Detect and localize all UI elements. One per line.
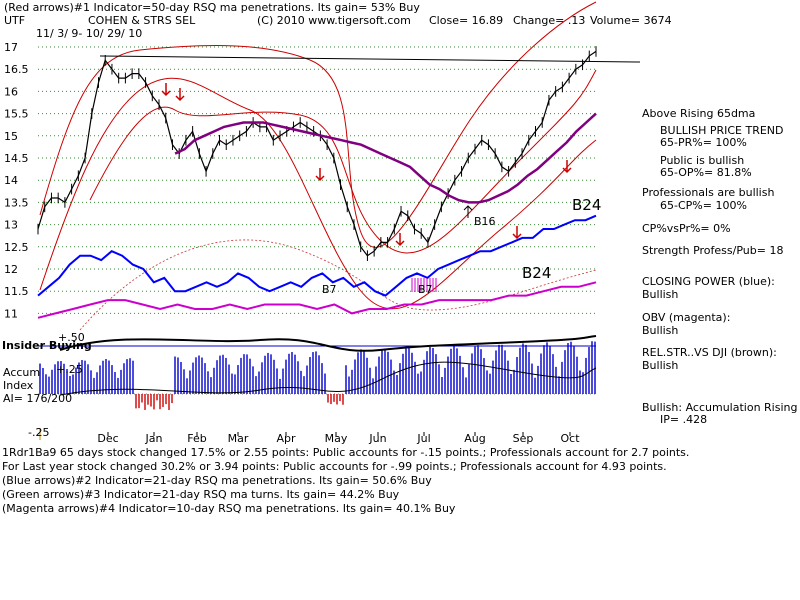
b7-annotation-b: B7 xyxy=(418,283,433,296)
side-above-65dma: Above Rising 65dma xyxy=(642,107,756,120)
lower-band xyxy=(39,77,597,310)
y-tick-label: 17 xyxy=(4,41,18,54)
red-arrows-label: (Red arrows) xyxy=(4,1,74,14)
index-label: Index xyxy=(3,379,34,392)
y-tick-labels: 17 16.5 16 15.5 15 14.5 14 13.5 13 12.5 12 11.5 11 xyxy=(4,41,29,320)
x-tick-label: Jul xyxy=(416,432,430,445)
ticker-symbol: UTF xyxy=(4,14,26,27)
insider-buying-label: Insider Buying xyxy=(2,339,92,352)
x-tick-label: Jan xyxy=(145,432,163,445)
series-line xyxy=(37,50,597,257)
date-range: 11/ 3/ 9- 10/ 29/ 10 xyxy=(36,27,143,40)
y-tick-label: 12 xyxy=(4,263,18,276)
x-tick-labels: Dec Jan Feb Mar Apr May Jun Jul Aug Sep Oct xyxy=(97,432,580,445)
minus-25-label: -.25 xyxy=(28,426,50,439)
plus-50-label: +.50 xyxy=(58,331,85,344)
accum-ma-line xyxy=(59,361,597,396)
close-value: Close= 16.89 xyxy=(429,14,504,27)
x-tick-label: Mar xyxy=(228,432,249,445)
stock-name: COHEN & STRS SEL xyxy=(88,14,196,27)
side-accumulation: Bullish: Accumulation Rising xyxy=(642,401,798,414)
side-strength: Strength Profess/Pub= 18 xyxy=(642,244,784,257)
rel-strength-line xyxy=(79,239,597,331)
y-tick-label: 16.5 xyxy=(4,63,29,76)
y-tick-label: 14.5 xyxy=(4,152,29,165)
side-closing-power-value: Bullish xyxy=(642,288,679,301)
middle-band xyxy=(89,69,597,254)
side-op-pct: 65-OP%= 81.8% xyxy=(660,166,752,179)
series-lines xyxy=(37,46,641,319)
y-tick-label: 15 xyxy=(4,130,18,143)
side-rel-str-value: Bullish xyxy=(642,359,679,372)
y-tick-label: 11 xyxy=(4,307,18,320)
signal-arrowhead xyxy=(175,95,185,102)
y-tick-label: 13 xyxy=(4,219,18,232)
x-tick-label: Dec xyxy=(97,432,118,445)
b7-annotation-a: B7 xyxy=(322,283,337,296)
side-closing-power: CLOSING POWER (blue): xyxy=(642,275,775,288)
x-tick-label: Apr xyxy=(276,432,296,445)
y-tick-label: 11.5 xyxy=(4,285,29,298)
x-tick-label: Feb xyxy=(187,432,206,445)
series-line xyxy=(174,112,597,204)
b16-arrow xyxy=(463,205,473,218)
x-tick-label: Oct xyxy=(560,432,580,445)
y-tick-label: 13.5 xyxy=(4,196,29,209)
footer-line-1: 1Rdr1Ba9 65 days stock changed 17.5% or … xyxy=(2,446,690,459)
side-cp-vs-pr: CP%vsPr%= 0% xyxy=(642,222,731,235)
change-value: Change= .13 xyxy=(513,14,586,27)
x-tick-label: Aug xyxy=(464,432,485,445)
side-ip-value: IP= .428 xyxy=(660,413,708,426)
b24-upper-annotation: B24 xyxy=(572,196,602,214)
chart-grid xyxy=(38,46,596,395)
y-tick-label: 14 xyxy=(4,174,18,187)
side-price-trend: BULLISH PRICE TREND xyxy=(660,124,784,137)
signal-arrowhead xyxy=(562,167,572,174)
red-arrows-indicator-line: (Red arrows)#1 Indicator=50-day RSQ ma p… xyxy=(4,1,420,14)
side-obv-value: Bullish xyxy=(642,324,679,337)
b24-lower-annotation: B24 xyxy=(522,264,552,282)
side-public-bullish: Public is bullish xyxy=(660,154,745,167)
side-rel-str: REL.STR..VS DJI (brown): xyxy=(642,346,777,359)
signal-arrowhead xyxy=(315,175,325,182)
signal-arrowhead xyxy=(161,90,171,97)
y-tick-label: 15.5 xyxy=(4,108,29,121)
b16-annotation: B16 xyxy=(474,215,496,228)
footer-line-4: (Green arrows)#3 Indicator=21-day RSQ ma… xyxy=(2,488,400,501)
signal-arrowhead xyxy=(512,233,522,240)
y-tick-label: 16 xyxy=(4,85,18,98)
series-line xyxy=(37,281,597,319)
footer-line-2: For Last year stock changed 30.2% or 3.9… xyxy=(2,460,667,473)
x-tick-label: May xyxy=(325,432,348,445)
y-tick-label: 12.5 xyxy=(4,241,29,254)
copyright: (C) 2010 www.tigersoft.com xyxy=(257,14,411,27)
side-professionals: Professionals are bullish xyxy=(642,186,775,199)
x-tick-label: Sep xyxy=(513,432,534,445)
side-pr-pct: 65-PR%= 100% xyxy=(660,136,747,149)
side-cp-pct: 65-CP%= 100% xyxy=(660,199,747,212)
upper-band xyxy=(39,1,597,248)
accumulation-index-panel xyxy=(39,335,597,410)
ai-value: AI= 176/200 xyxy=(3,392,73,405)
signal-arrows xyxy=(39,83,572,440)
volume-value: Volume= 3674 xyxy=(590,14,672,27)
indicator-1-text: #1 Indicator=50-day RSQ ma penetrations.… xyxy=(73,1,420,14)
footer-line-5: (Magenta arrows)#4 Indicator=10-day RSQ … xyxy=(2,502,456,515)
resistance-line xyxy=(99,55,641,63)
accum-black-line xyxy=(59,335,597,352)
accum-label: Accum xyxy=(3,366,41,379)
footer-line-3: (Blue arrows)#2 Indicator=21-day RSQ ma … xyxy=(2,474,432,487)
plus-25-label: +.25 xyxy=(56,363,83,376)
series-line xyxy=(37,214,597,297)
x-tick-label: Jun xyxy=(368,432,386,445)
side-obv: OBV (magenta): xyxy=(642,311,731,324)
signal-arrowhead xyxy=(395,240,405,247)
